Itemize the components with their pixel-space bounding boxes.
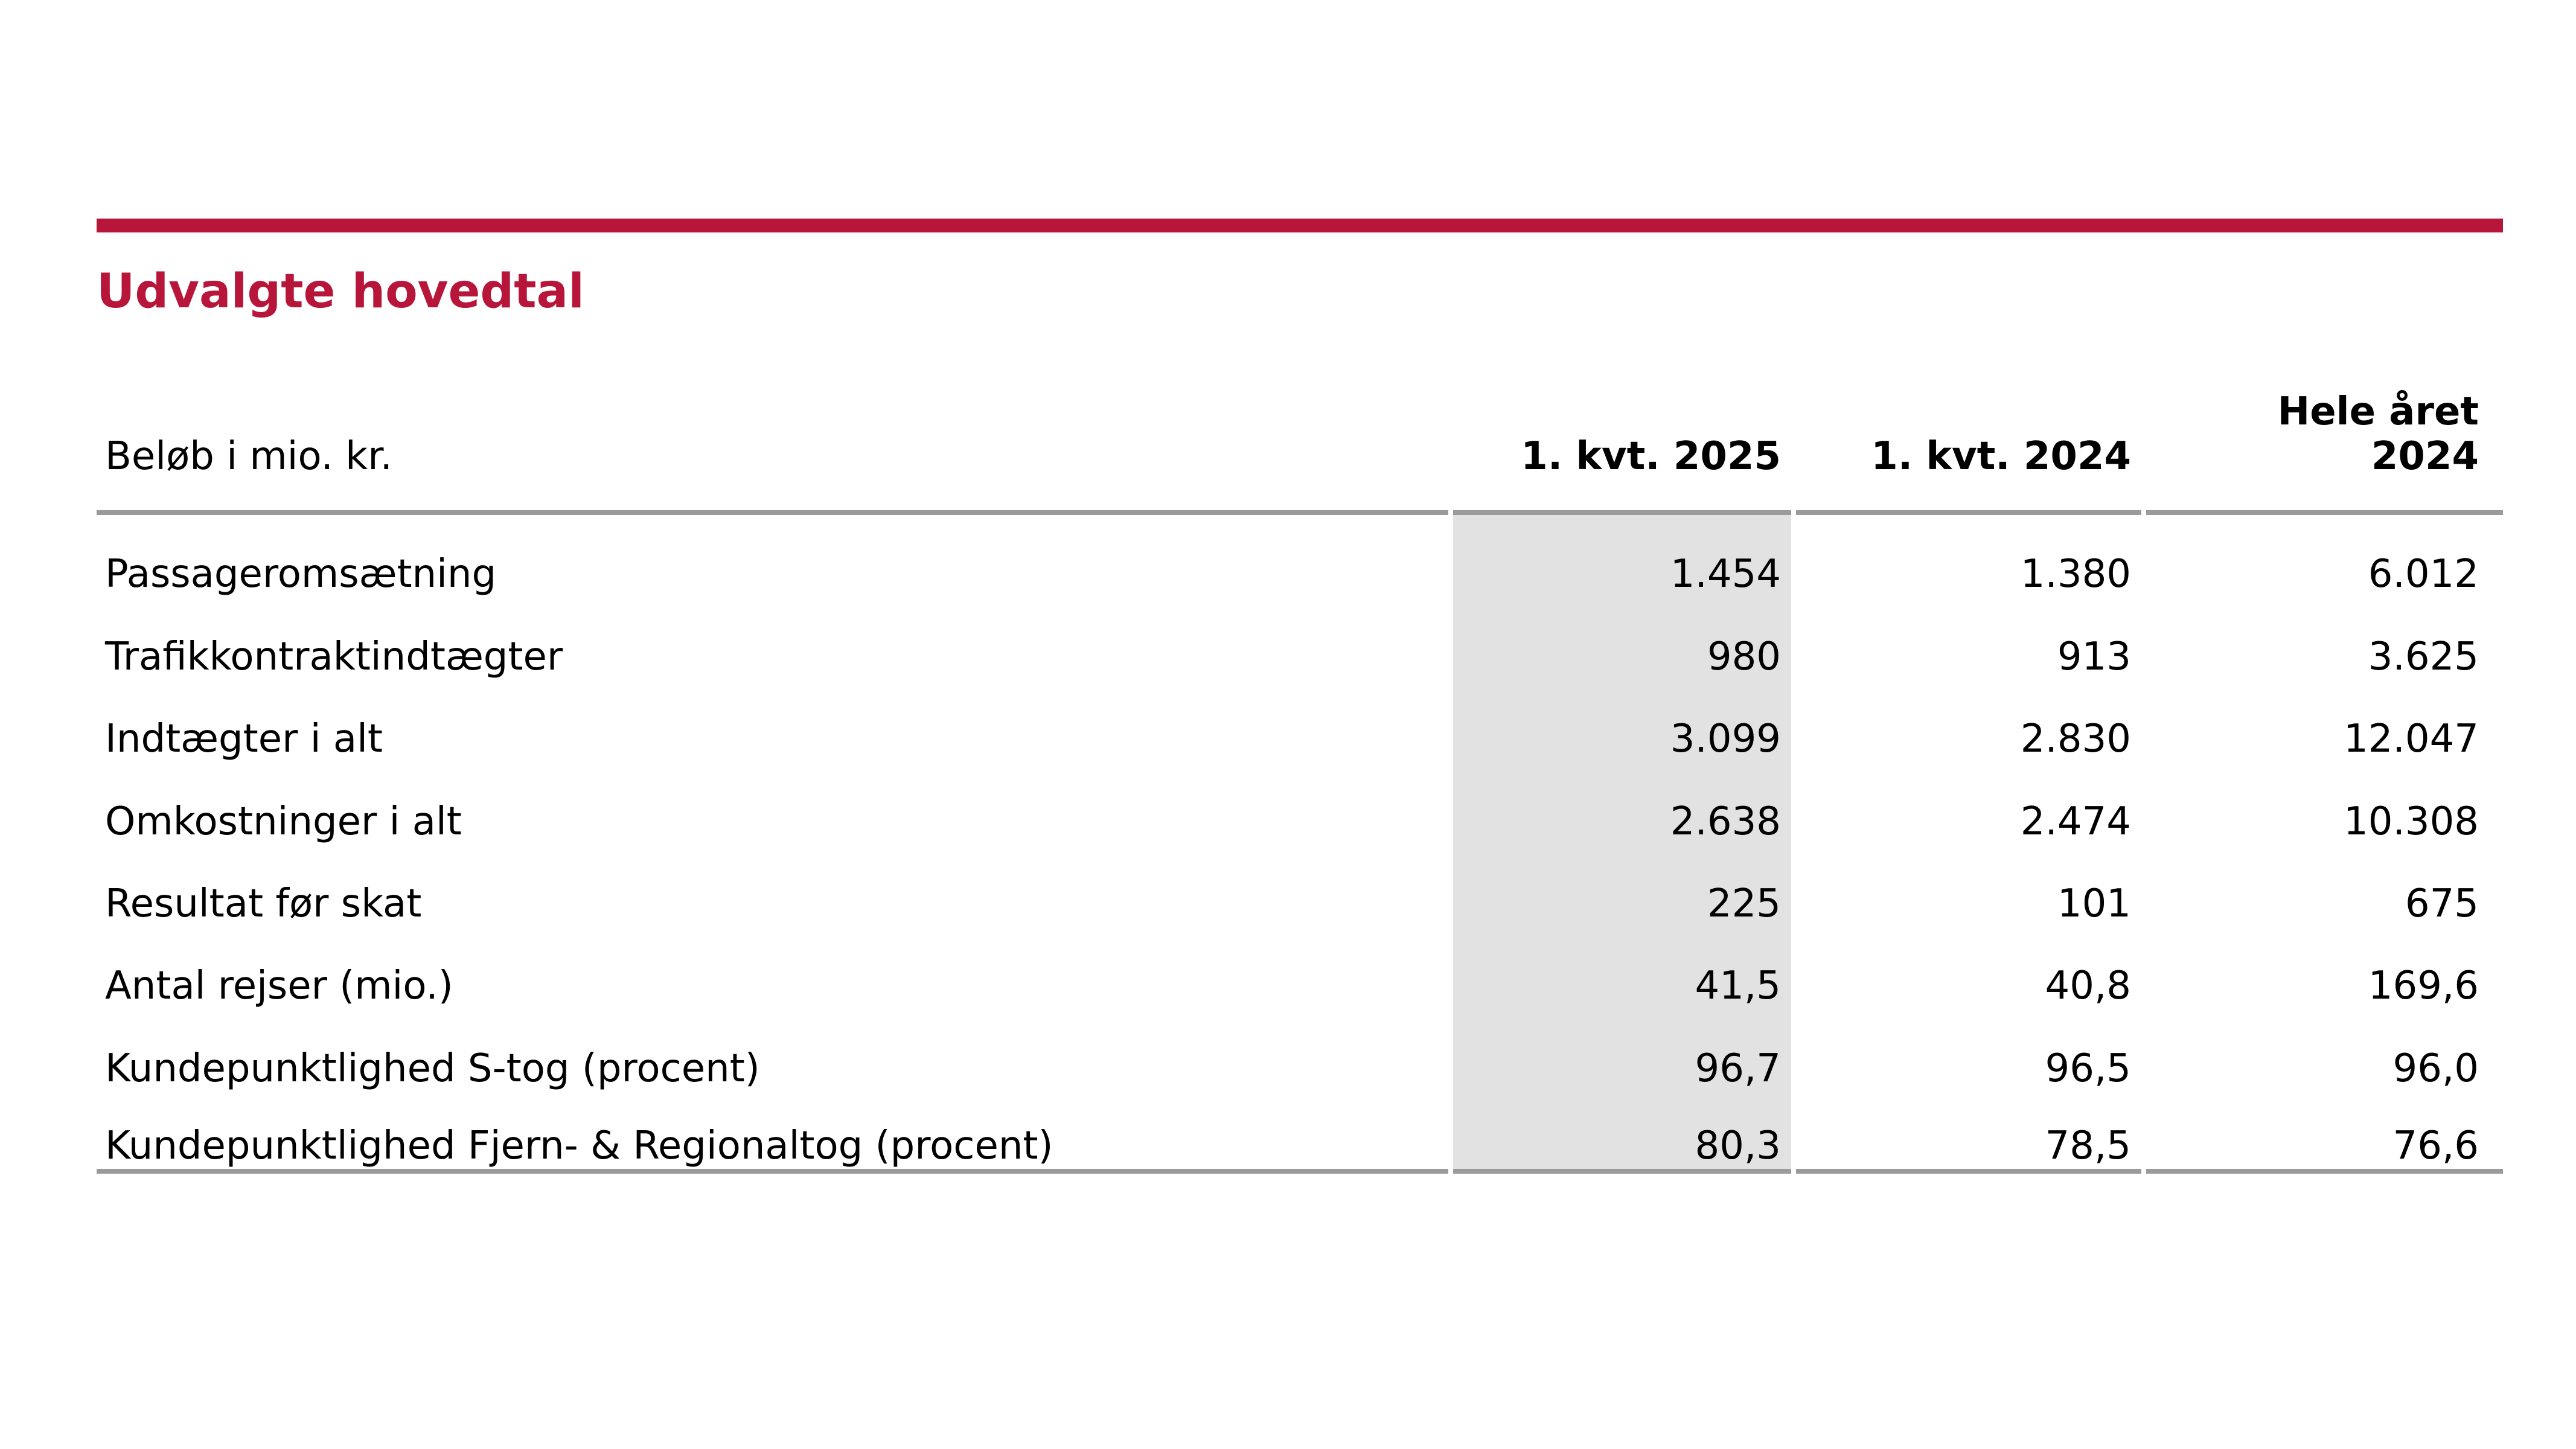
row-label: Kundepunktlighed S-tog (procent) — [105, 1046, 760, 1091]
value-q1-2024: 40,8 — [2045, 964, 2132, 1009]
column-header-q1-2024: 1. kvt. 2024 — [1796, 386, 2141, 515]
value-q1-2025: 80,3 — [1453, 1091, 1791, 1174]
value-q1-2025: 225 — [1453, 844, 1791, 927]
value-full-year: 675 — [2405, 881, 2479, 926]
value-full-year: 96,0 — [2392, 1046, 2479, 1091]
value-q1-2025: 980 — [1453, 597, 1791, 680]
value-q1-2024: 78,5 — [1796, 1092, 2141, 1174]
row-label: Antal rejser (mio.) — [105, 964, 453, 1009]
value-q1-2025: 41,5 — [1453, 926, 1791, 1009]
column-header-full-year-line2: 2024 — [2371, 434, 2479, 479]
table-row: Indtægter i alt 3.099 2.830 12.047 — [97, 679, 2503, 763]
value-q1-2025: 3.099 — [1453, 679, 1791, 763]
page-title: Udvalgte hovedtal — [97, 264, 584, 319]
row-label: Trafikkontraktindtægter — [105, 634, 563, 679]
row-label: Indtægter i alt — [105, 717, 383, 762]
value-q1-2024: 913 — [2057, 634, 2131, 679]
table-row: Omkostninger i alt 2.638 2.474 10.308 — [97, 762, 2503, 845]
accent-bar — [97, 219, 2503, 232]
table-row: Kundepunktlighed S-tog (procent) 96,7 96… — [97, 1009, 2503, 1092]
value-q1-2024: 96,5 — [2045, 1046, 2132, 1091]
value-q1-2024: 101 — [2057, 881, 2131, 926]
value-q1-2024: 2.830 — [2020, 717, 2131, 762]
table-row: Passageromsætning 1.454 1.380 6.012 — [97, 515, 2503, 598]
table-row: Resultat før skat 225 101 675 — [97, 844, 2503, 927]
value-full-year: 76,6 — [2146, 1092, 2503, 1174]
unit-label: Beløb i mio. kr. — [97, 386, 1448, 515]
value-full-year: 12.047 — [2344, 717, 2479, 762]
value-q1-2024: 1.380 — [2020, 552, 2131, 597]
column-header-q1-2025: 1. kvt. 2025 — [1453, 386, 1791, 515]
value-q1-2024: 2.474 — [2020, 799, 2131, 844]
table-row: Antal rejser (mio.) 41,5 40,8 169,6 — [97, 926, 2503, 1009]
column-header-full-year: Hele året 2024 — [2146, 386, 2503, 515]
table-row: Trafikkontraktindtægter 980 913 3.625 — [97, 597, 2503, 680]
value-full-year: 6.012 — [2368, 552, 2479, 597]
table-header-row: Beløb i mio. kr. 1. kvt. 2025 1. kvt. 20… — [97, 386, 2503, 515]
row-label: Resultat før skat — [105, 881, 422, 926]
value-q1-2025: 2.638 — [1453, 762, 1791, 845]
key-figures-table: Beløb i mio. kr. 1. kvt. 2025 1. kvt. 20… — [97, 386, 2503, 1174]
value-full-year: 10.308 — [2344, 799, 2479, 844]
column-header-full-year-line1: Hele året — [2277, 389, 2479, 434]
table-row: Kundepunktlighed Fjern- & Regionaltog (p… — [97, 1091, 2503, 1174]
row-label: Passageromsætning — [105, 552, 497, 597]
value-q1-2025: 1.454 — [1453, 515, 1791, 598]
table-body: Passageromsætning 1.454 1.380 6.012 Traf… — [97, 515, 2503, 1174]
value-full-year: 3.625 — [2368, 634, 2479, 679]
value-q1-2025: 96,7 — [1453, 1009, 1791, 1092]
row-label: Omkostninger i alt — [105, 799, 462, 844]
row-label: Kundepunktlighed Fjern- & Regionaltog (p… — [97, 1092, 1448, 1174]
value-full-year: 169,6 — [2368, 964, 2479, 1009]
